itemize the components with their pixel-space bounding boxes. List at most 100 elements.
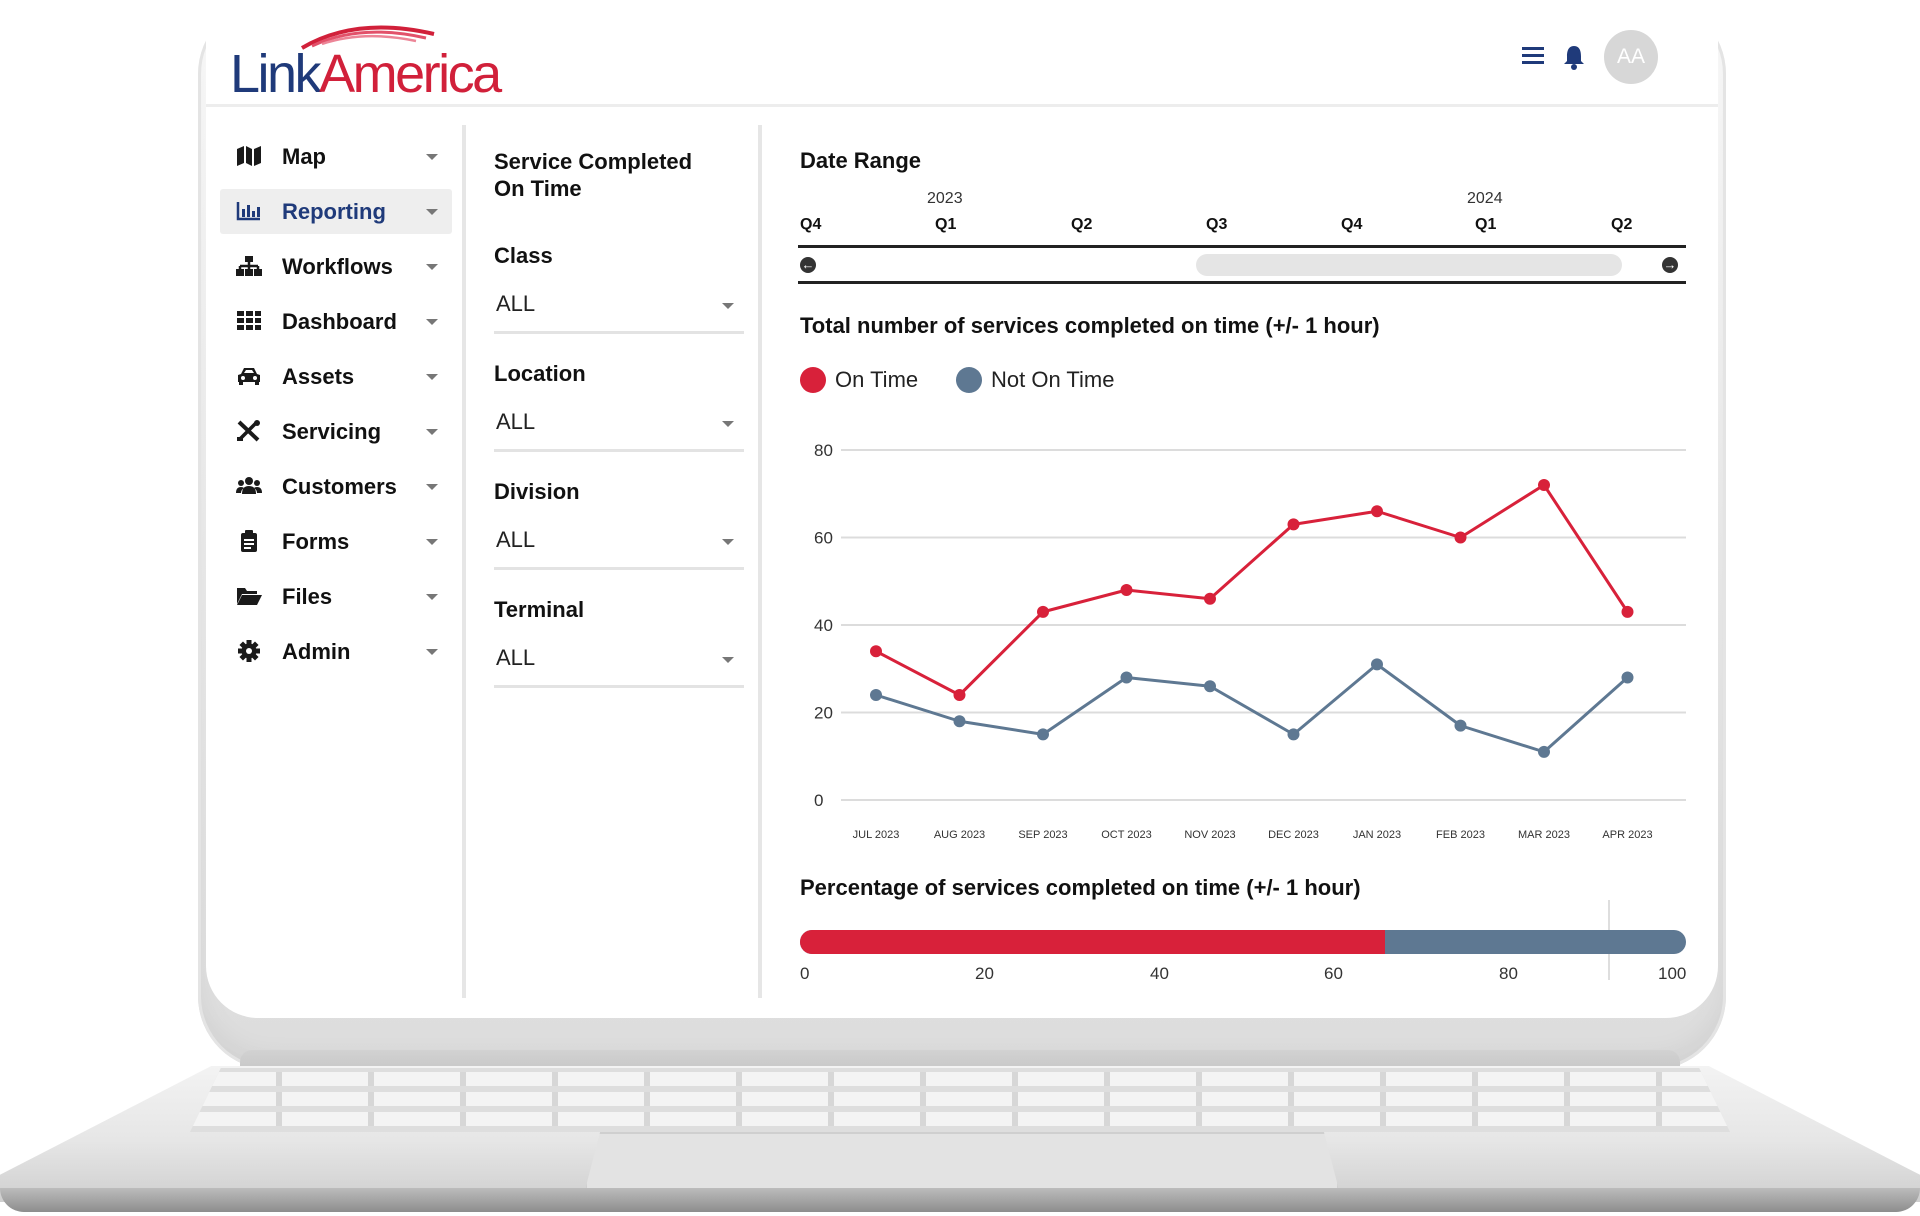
sitemap-icon: [236, 256, 262, 276]
chevron-down-icon: [722, 657, 734, 663]
x-tick-label: 60: [1324, 964, 1343, 983]
x-tick-label: MAR 2023: [1518, 829, 1570, 841]
x-tick-label: OCT 2023: [1101, 829, 1152, 841]
y-tick-label: 40: [814, 616, 833, 635]
data-point: [1371, 658, 1383, 671]
data-point: [870, 645, 882, 658]
legend-label: On Time: [835, 367, 919, 392]
data-point: [1120, 584, 1133, 596]
sidebar-item-files[interactable]: Files: [220, 574, 452, 619]
series-line: [875, 483, 1629, 697]
date-range-scrollbar[interactable]: [1196, 254, 1622, 276]
sidebar-item-label: Dashboard: [282, 308, 397, 334]
laptop-keyboard: [190, 1068, 1730, 1132]
sidebar-divider: [462, 125, 466, 998]
sidebar-item-workflows[interactable]: Workflows: [220, 244, 452, 289]
sidebar-item-assets[interactable]: Assets: [220, 354, 452, 399]
legend-not-on-time[interactable]: Not On Time: [956, 366, 1114, 394]
data-point: [1454, 719, 1467, 732]
quarter-label[interactable]: Q4: [1341, 216, 1363, 233]
data-point: [1120, 671, 1133, 684]
key-row: [190, 1112, 1730, 1126]
logo-link-text: Link: [230, 44, 322, 104]
data-point: [1621, 671, 1634, 684]
quarter-label[interactable]: Q2: [1611, 216, 1633, 233]
x-tick-label: DEC 2023: [1268, 829, 1319, 841]
car-icon: [238, 368, 260, 385]
terminal-select[interactable]: ALL: [494, 641, 744, 688]
data-point: [1037, 728, 1049, 741]
x-tick-label: NOV 2023: [1184, 829, 1235, 841]
data-point: [1454, 531, 1467, 544]
sidebar-item-reporting[interactable]: Reporting: [220, 189, 452, 234]
chevron-down-icon: [426, 374, 438, 380]
app-screen: LinkAmerica AA Map: [206, 0, 1718, 1018]
bell-icon[interactable]: [1562, 44, 1586, 70]
chevron-down-icon: [722, 421, 734, 427]
quarter-label[interactable]: Q1: [935, 216, 957, 233]
quarter-label[interactable]: Q4: [800, 216, 822, 233]
arrow-left-circle-icon[interactable]: ←: [800, 257, 816, 273]
y-tick-label: 80: [814, 441, 833, 460]
folder-open-icon: [237, 588, 262, 605]
sidebar-item-label: Reporting: [282, 198, 386, 224]
chevron-down-icon: [426, 649, 438, 655]
y-tick-label: 0: [814, 791, 823, 810]
legend-label: Not On Time: [991, 367, 1115, 392]
key-row: [190, 1092, 1730, 1106]
division-select[interactable]: ALL: [494, 523, 744, 570]
x-tick-label: SEP 2023: [1018, 829, 1067, 841]
line-chart: 0 20 40 60 80 JUL 2023 AUG 2023 SEP 2023 OCT 202…: [814, 441, 1686, 841]
date-range-title: Date Range: [800, 148, 922, 173]
chevron-down-icon: [426, 264, 438, 270]
percentage-bar: [800, 930, 1686, 954]
series-line: [875, 662, 1629, 754]
class-select[interactable]: ALL: [494, 287, 744, 334]
arrow-right-circle-icon[interactable]: →: [1662, 257, 1678, 273]
sidebar-item-forms[interactable]: Forms: [220, 519, 452, 564]
location-select[interactable]: ALL: [494, 405, 744, 452]
x-tick-label: AUG 2023: [934, 829, 985, 841]
gear-icon: [238, 640, 260, 662]
data-point: [953, 715, 966, 728]
x-tick-label: 100: [1658, 964, 1687, 983]
sidebar-item-map[interactable]: Map: [220, 134, 452, 179]
sidebar-item-servicing[interactable]: Servicing: [220, 409, 452, 454]
sidebar-item-label: Files: [282, 583, 333, 609]
x-tick-label: 80: [1499, 964, 1518, 983]
clipboard-icon: [241, 530, 257, 552]
quarter-label[interactable]: Q3: [1206, 216, 1228, 233]
x-tick-label: 20: [975, 964, 994, 983]
data-point: [1204, 592, 1216, 605]
legend-swatch: [800, 367, 826, 393]
sidebar-item-admin[interactable]: Admin: [220, 629, 452, 674]
app-header: LinkAmerica AA: [206, 0, 1718, 107]
map-icon: [237, 146, 261, 166]
logo-arcs-icon: [300, 25, 435, 50]
data-point: [1538, 479, 1550, 491]
chevron-down-icon: [426, 429, 438, 435]
x-tick-label: JAN 2023: [1353, 829, 1401, 841]
sidebar-item-dashboard[interactable]: Dashboard: [220, 299, 452, 344]
line-chart-title: Total number of services completed on ti…: [800, 313, 1380, 338]
sidebar-item-customers[interactable]: Customers: [220, 464, 452, 509]
user-avatar[interactable]: AA: [1604, 30, 1658, 84]
grid-icon: [237, 311, 261, 330]
filter-panel: Service Completed On Time Class ALL Loca…: [494, 148, 744, 714]
x-tick-label: APR 2023: [1602, 829, 1652, 841]
quarter-label[interactable]: Q2: [1071, 216, 1093, 233]
laptop-trackpad: [585, 1132, 1339, 1190]
key-row: [190, 1072, 1730, 1086]
brand-logo[interactable]: LinkAmerica: [230, 14, 502, 104]
hamburger-icon[interactable]: [1522, 46, 1546, 66]
x-tick-label: 40: [1150, 964, 1169, 983]
data-point: [870, 689, 882, 701]
quarter-label[interactable]: Q1: [1475, 216, 1497, 233]
legend-on-time[interactable]: On Time: [800, 366, 918, 394]
x-tick-label: FEB 2023: [1436, 829, 1485, 841]
division-select-value: ALL: [496, 527, 536, 552]
logo-america-text: America: [319, 44, 502, 104]
chevron-down-icon: [426, 594, 438, 600]
sidebar-item-label: Workflows: [282, 253, 393, 279]
laptop-base-edge: [0, 1188, 1920, 1212]
